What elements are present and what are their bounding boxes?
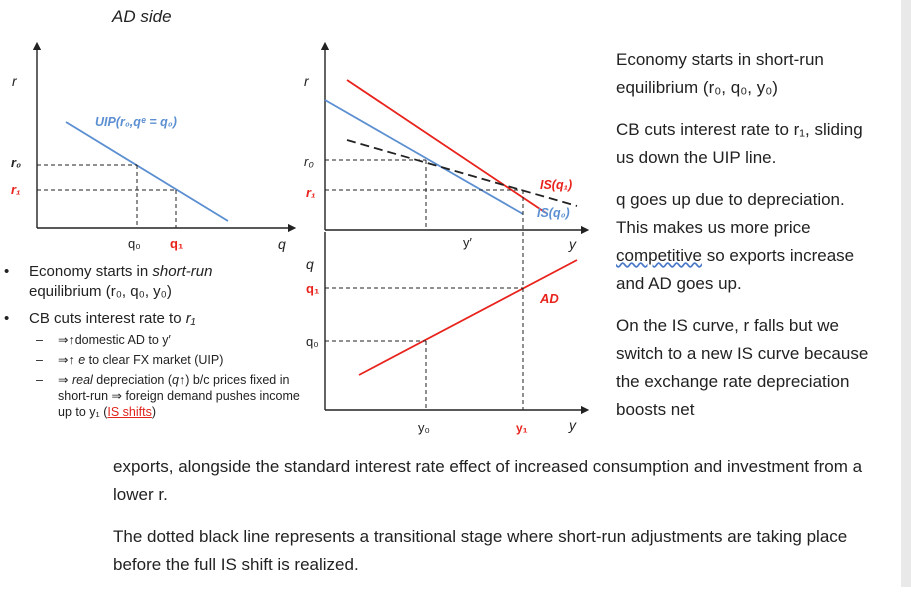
- uip-q0-label: q₀: [128, 236, 141, 251]
- ad-y1-label: y₁: [516, 421, 528, 435]
- uip-r0-label: r₀: [11, 155, 21, 170]
- explanation-p1: Economy starts in short-run equilibrium …: [616, 50, 824, 97]
- bullet-list: • Economy starts in short-run equilibriu…: [4, 262, 304, 420]
- uip-r1-label: r₁: [11, 182, 21, 197]
- explanation-text: Economy starts in short-run equilibrium …: [616, 46, 876, 438]
- is-x-axis-label: y: [568, 236, 577, 252]
- is-r1-label: r₁: [306, 185, 316, 200]
- uip-line-label: UIP(r₀,qᵉ = q₀): [95, 115, 177, 129]
- is-q1-line: [346, 79, 547, 214]
- is-q0-line: [324, 99, 524, 215]
- uip-x-axis-label: q: [278, 236, 286, 252]
- is-y-prime-label: y′: [463, 235, 473, 250]
- ad-x-axis-label: y: [568, 417, 577, 433]
- transitional-is-line: [346, 139, 578, 207]
- bullet-dot: •: [4, 263, 10, 280]
- sub-bullet-2: – ⇒↑ e to clear FX market (UIP): [36, 353, 224, 367]
- ad-y0-label: y₀: [418, 420, 430, 435]
- is-y-axis-label: r: [304, 73, 310, 89]
- uip-q1-label: q₁: [170, 236, 183, 251]
- sub-bullet-1: – ⇒↑domestic AD to y′: [36, 333, 171, 347]
- explanation-p4: On the IS curve, r falls but we switch t…: [616, 316, 869, 419]
- ad-y-axis-label: q: [306, 256, 314, 272]
- ad-graph: q y q₁ q₀ y₀ y₁ AD: [306, 232, 590, 435]
- page-title: AD side: [112, 7, 172, 26]
- bullet-2: • CB cuts interest rate to r₁: [4, 310, 196, 327]
- scrollbar[interactable]: [901, 0, 911, 587]
- ad-q0-label: q₀: [306, 334, 319, 349]
- is-shifts-link[interactable]: IS shifts: [107, 405, 152, 419]
- bullet-1: • Economy starts in short-run equilibriu…: [4, 263, 213, 300]
- explanation-p3: q goes up due to depreciation. This make…: [616, 190, 855, 293]
- bottom-p1: exports, alongside the standard interest…: [113, 457, 863, 504]
- bottom-text: exports, alongside the standard interest…: [113, 453, 873, 593]
- uip-y-axis-label: r: [12, 73, 18, 89]
- is-q1-label: IS(q₁): [540, 178, 572, 192]
- is-q0-label: IS(q₀): [537, 206, 570, 220]
- is-graph: r y r₀ r₁ y′ IS(q₁) IS(q₀): [304, 41, 590, 252]
- uip-graph: r q UIP(r₀,qᵉ = q₀) r₀ r₁ q₀ q₁: [11, 41, 297, 252]
- bullet-dot: •: [4, 310, 10, 327]
- uip-line: [65, 121, 229, 222]
- sub-bullet-3: – ⇒ real depreciation (q↑) b/c prices fi…: [36, 373, 300, 419]
- spellcheck-word: competitive: [616, 246, 702, 265]
- ad-curve: [358, 259, 578, 376]
- ad-q1-label: q₁: [306, 281, 319, 296]
- explanation-p2: CB cuts interest rate to r₁, sliding us …: [616, 120, 863, 167]
- is-r0-label: r₀: [304, 154, 314, 169]
- bottom-p2: The dotted black line represents a trans…: [113, 527, 848, 574]
- ad-curve-label: AD: [539, 291, 559, 306]
